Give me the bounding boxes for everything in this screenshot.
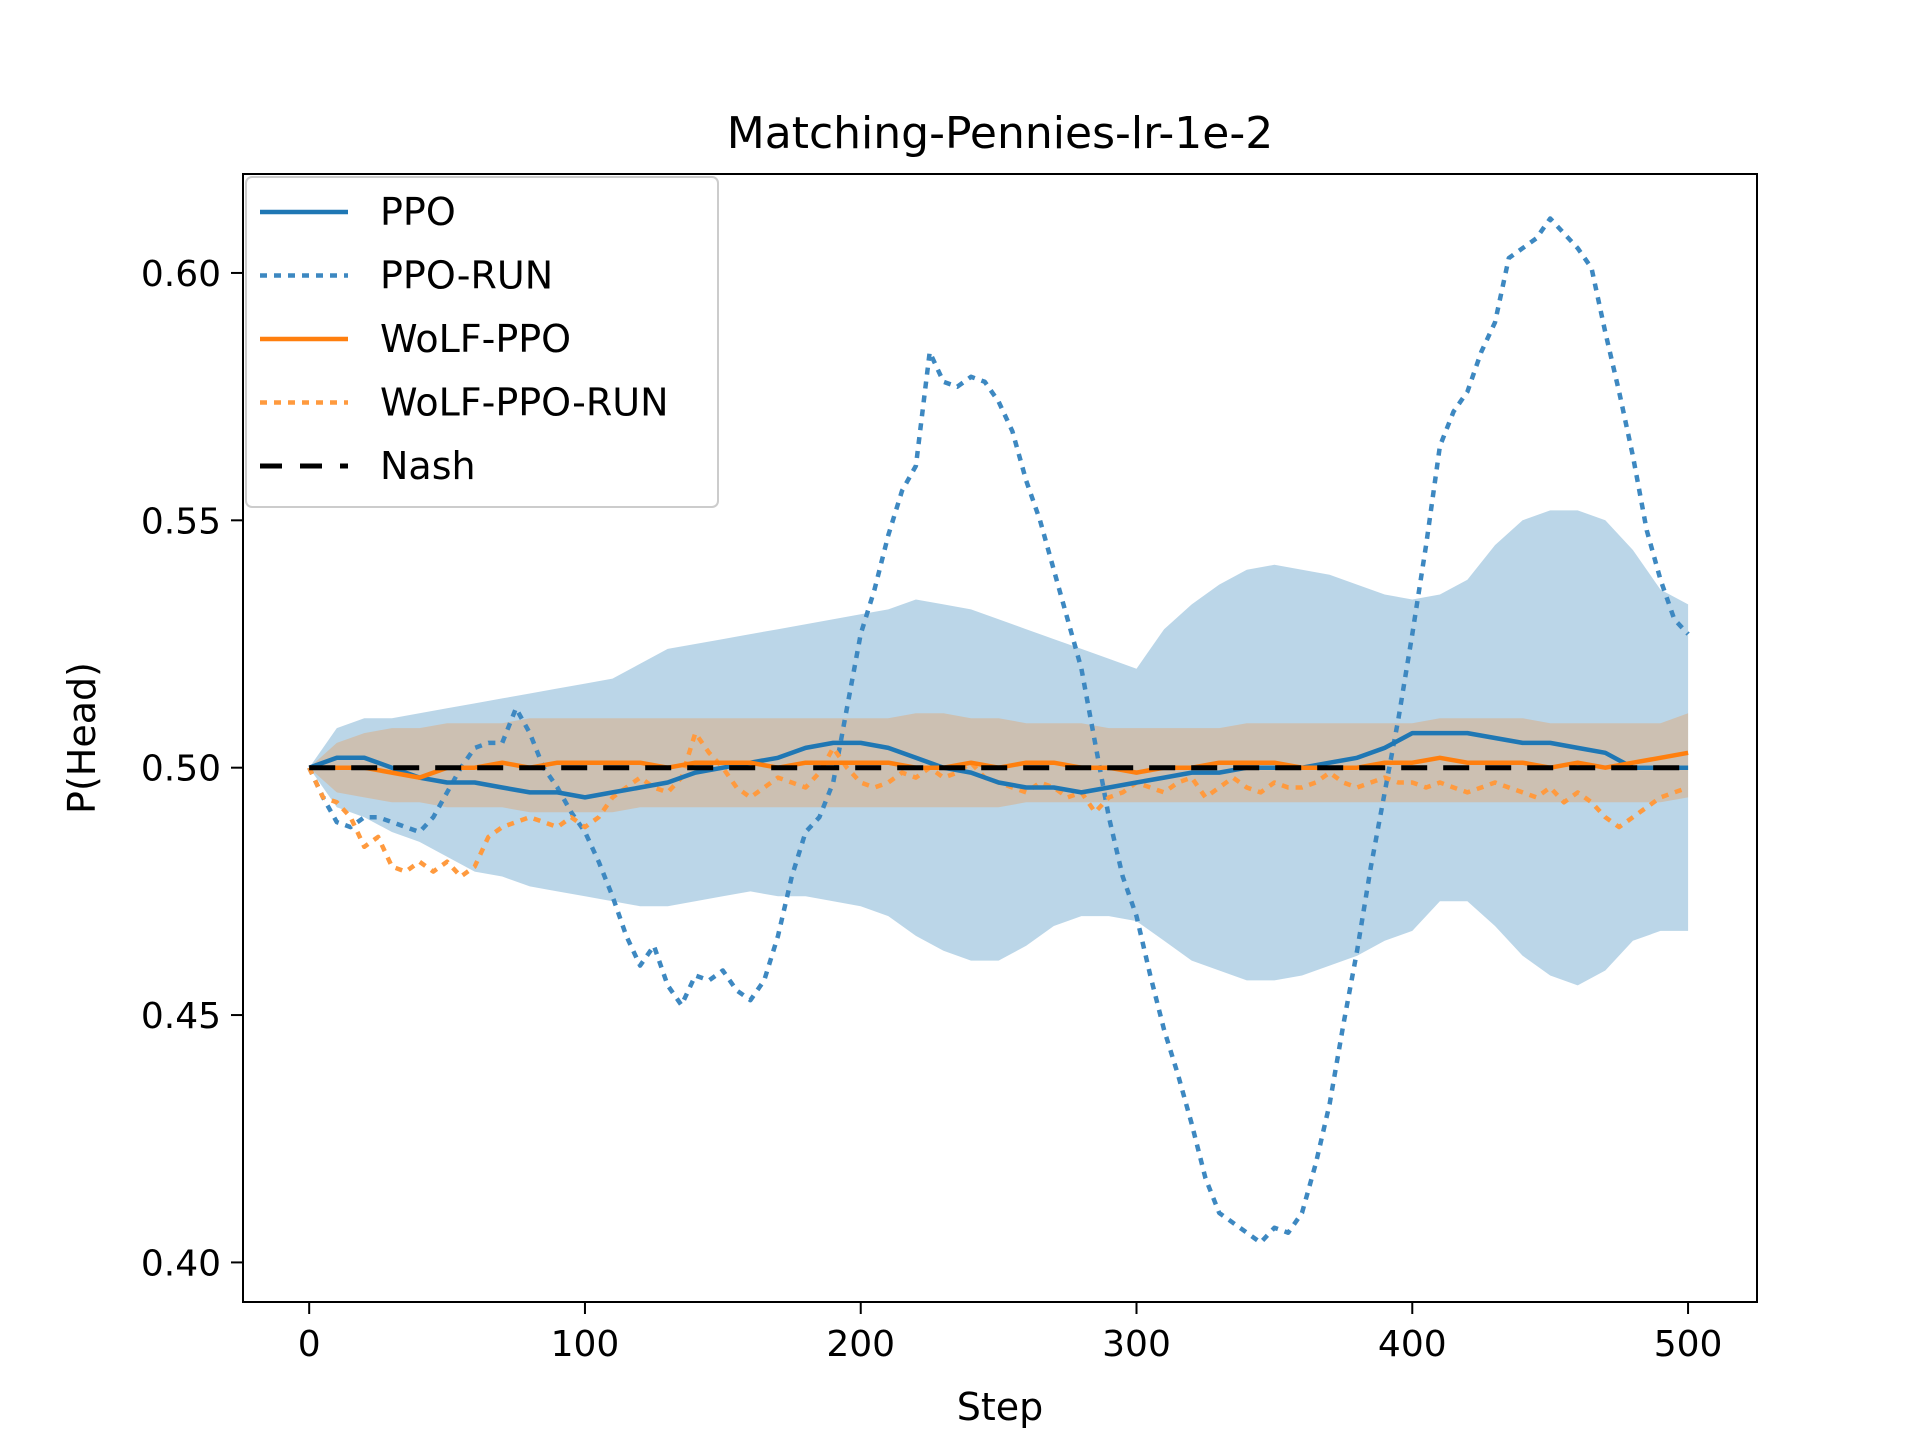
band-wolf-ppo — [309, 713, 1689, 813]
legend-label: PPO-RUN — [380, 254, 553, 298]
legend-label: WoLF-PPO-RUN — [380, 381, 669, 425]
legend: PPO PPO-RUN WoLF-PPO WoLF-PPO-RUN Nash — [245, 176, 719, 508]
series-lines — [307, 216, 1690, 1245]
y-tick-label: 0.45 — [141, 996, 221, 1037]
chart-title: Matching-Pennies-lr-1e-2 — [727, 108, 1273, 159]
y-tick-label: 0.60 — [141, 254, 221, 295]
x-tick-label: 100 — [551, 1324, 620, 1365]
y-tick-label: 0.55 — [141, 501, 221, 542]
y-tick-label: 0.40 — [141, 1243, 221, 1284]
x-axis-label: Step — [957, 1385, 1044, 1429]
x-tick-label: 200 — [826, 1324, 895, 1365]
legend-label: WoLF-PPO — [380, 317, 571, 361]
y-tick-label: 0.50 — [141, 749, 221, 790]
x-tick-label: 500 — [1654, 1324, 1723, 1365]
legend-label: PPO — [380, 190, 456, 234]
x-tick-label: 300 — [1102, 1324, 1171, 1365]
series-line-ppo-run — [307, 216, 1690, 1245]
x-tick-label: 0 — [298, 1324, 321, 1365]
plot-frame — [242, 173, 1758, 1303]
legend-entries: PPO PPO-RUN WoLF-PPO WoLF-PPO-RUN Nash — [260, 190, 669, 488]
x-axis-ticks: 0 100 200 300 400 500 — [298, 1302, 1723, 1365]
y-axis-ticks: 0.40 0.45 0.50 0.55 0.60 — [141, 254, 243, 1284]
series-line-ppo — [308, 730, 1689, 800]
legend-box — [245, 176, 719, 508]
legend-label: Nash — [380, 444, 476, 488]
x-tick-label: 400 — [1378, 1324, 1447, 1365]
band-ppo — [309, 510, 1689, 986]
confidence-bands — [309, 510, 1689, 986]
y-axis-label: P(Head) — [60, 662, 104, 814]
